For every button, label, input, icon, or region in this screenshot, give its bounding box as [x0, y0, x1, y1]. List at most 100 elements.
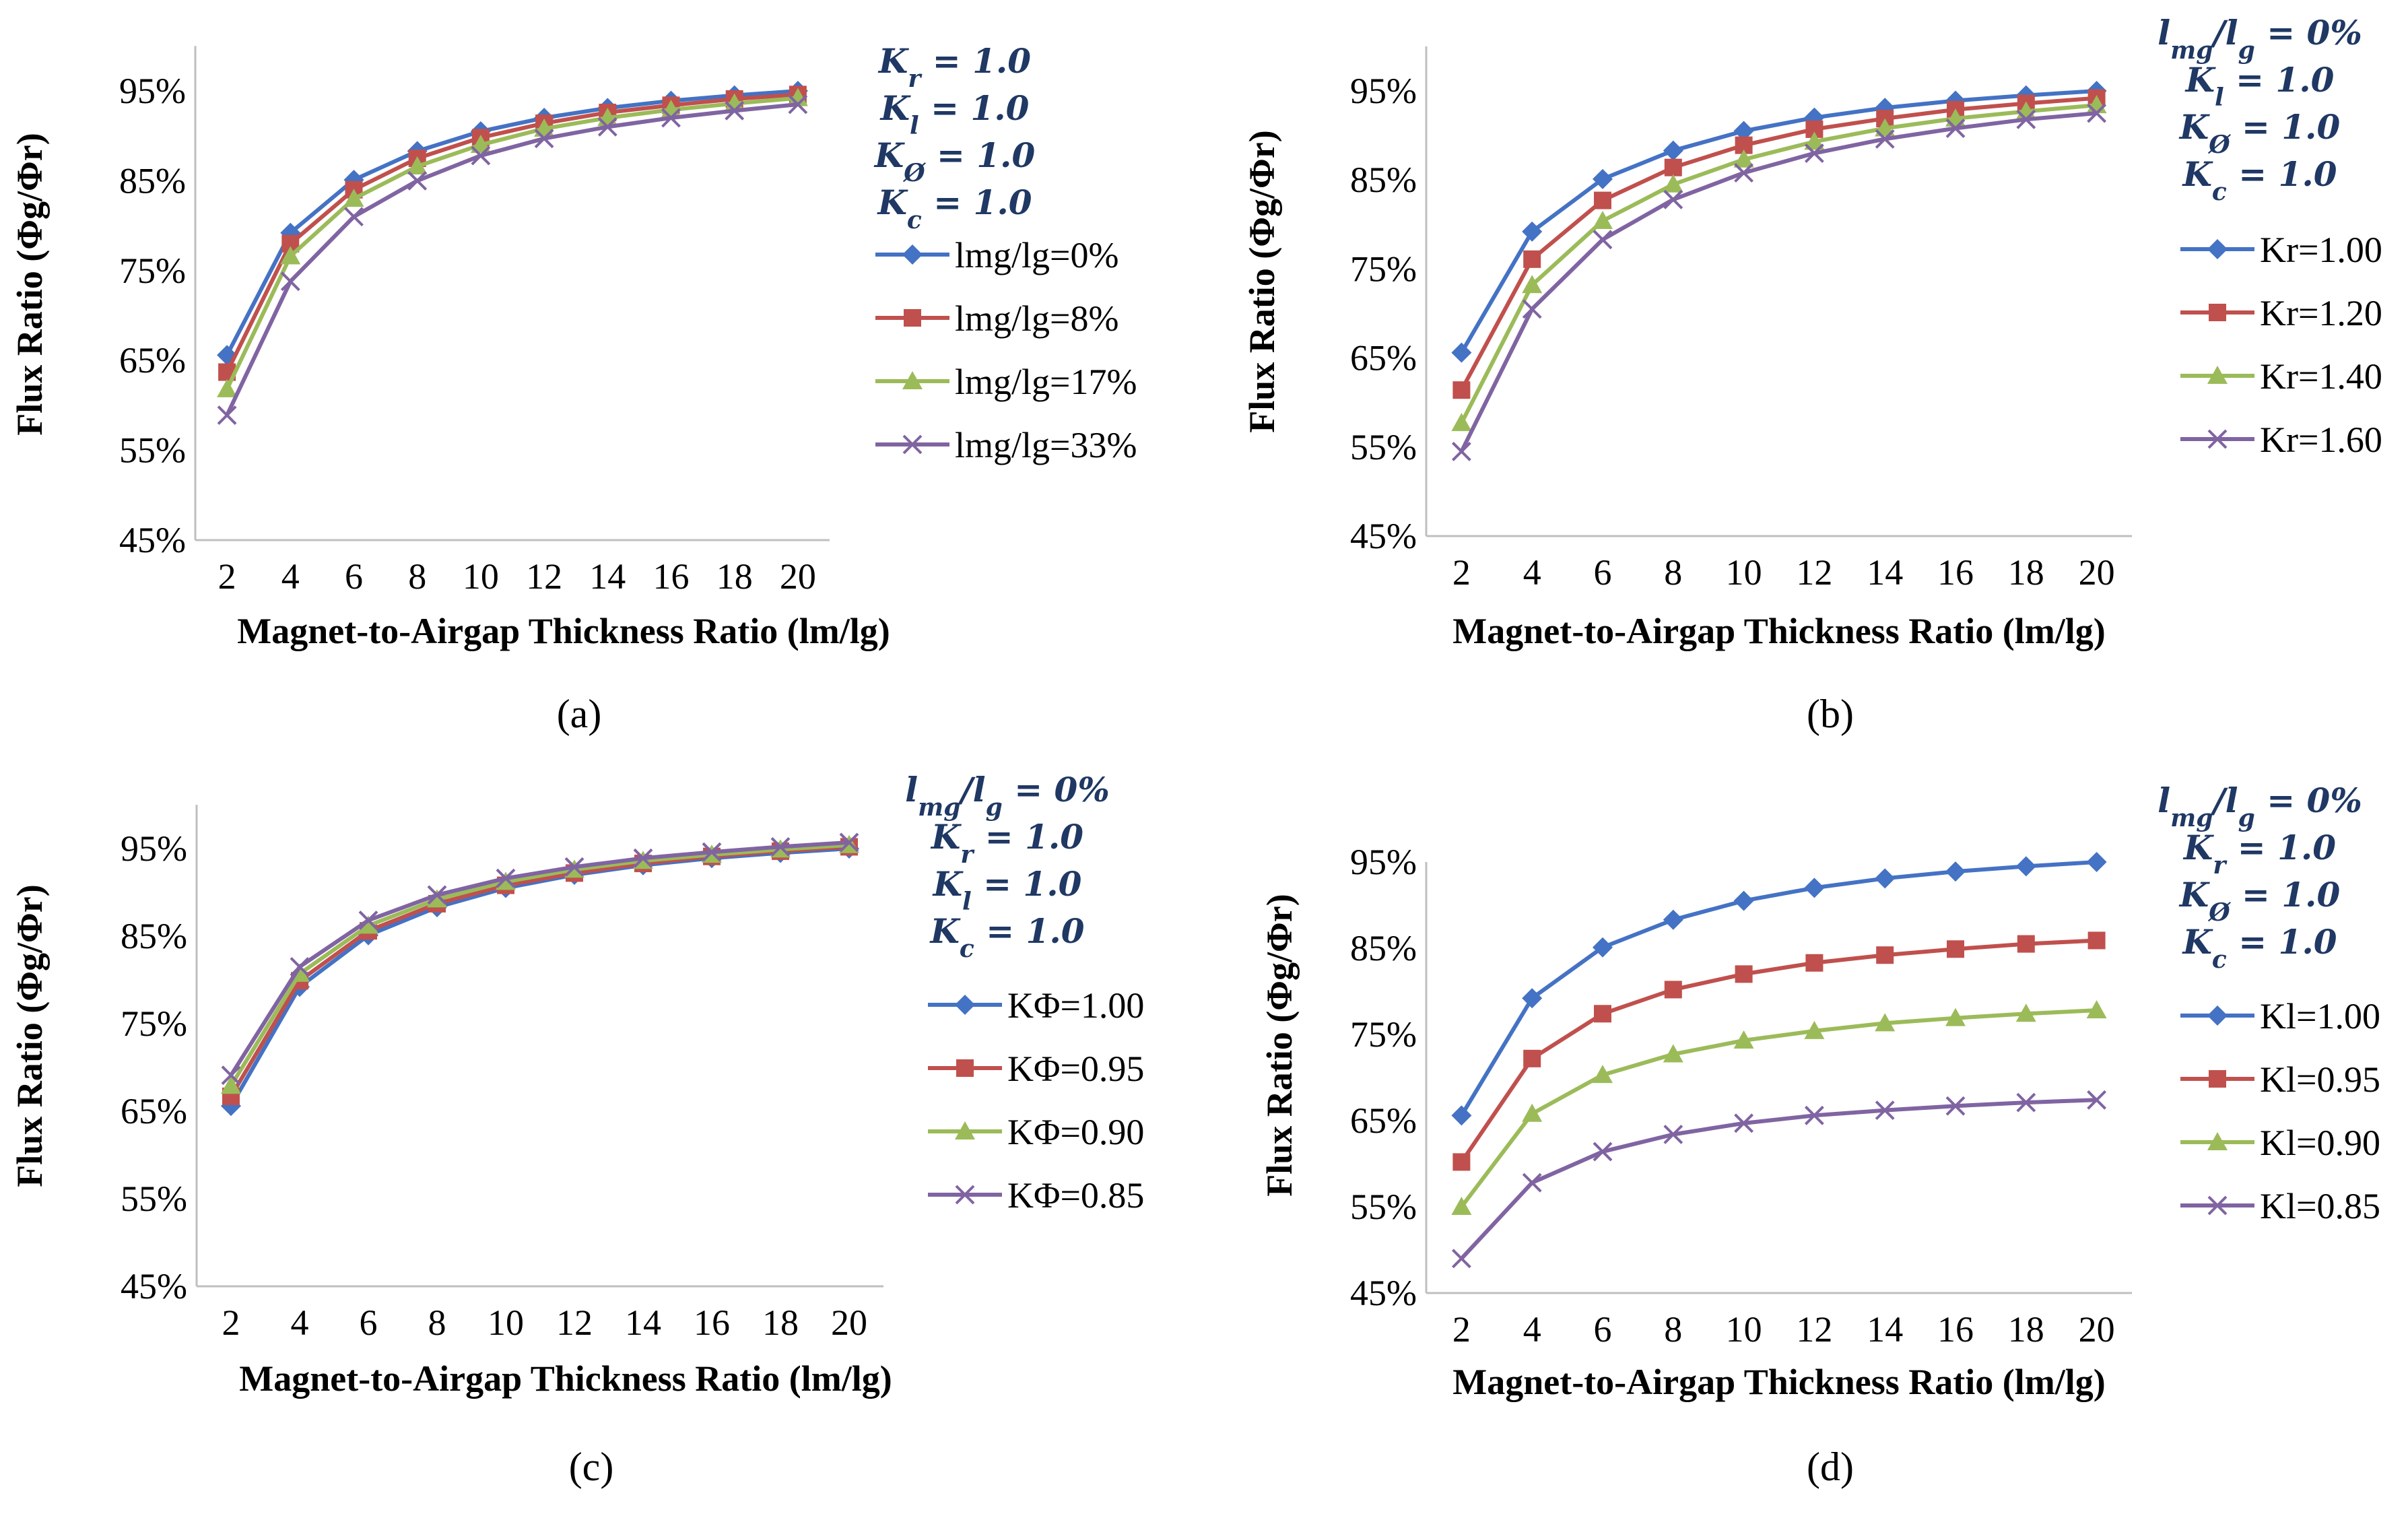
- x-tick-label: 18: [716, 556, 753, 597]
- series-line-1: [1459, 89, 2097, 354]
- legend-marker: [955, 1185, 975, 1205]
- data-point: [787, 88, 808, 106]
- data-point: [1663, 174, 1683, 193]
- x-tick-label: 14: [589, 556, 626, 597]
- data-point: [1451, 413, 1472, 432]
- legend-label: Kr=1.00: [2260, 230, 2382, 270]
- y-tick-label: 55%: [121, 1179, 187, 1219]
- data-point: [1593, 211, 1613, 230]
- data-point: [1594, 1005, 1611, 1023]
- data-point: [1594, 191, 1611, 209]
- parameter-label: KØ = 1.0: [2178, 107, 2341, 159]
- legend-label: lmg/lg=8%: [955, 298, 1118, 339]
- parameter-label: Kl = 1.0: [2184, 60, 2335, 112]
- data-point: [280, 246, 301, 265]
- x-tick-label: 10: [463, 556, 499, 597]
- x-tick-label: 18: [2008, 1309, 2044, 1350]
- data-point: [1875, 1013, 1896, 1032]
- y-tick-label: 75%: [1350, 1014, 1417, 1055]
- parameter-label: Kr = 1.0: [877, 41, 1031, 93]
- y-tick-label: 95%: [121, 828, 187, 869]
- y-tick-label: 55%: [1350, 1187, 1417, 1227]
- x-tick-label: 14: [1867, 1309, 1903, 1350]
- data-point: [1522, 1172, 1542, 1193]
- y-axis-title: Flux Ratio (Φg/Φr): [9, 133, 50, 435]
- x-tick-label: 6: [345, 556, 363, 597]
- legend-marker: [956, 1059, 974, 1077]
- legend-item: Kl=0.85: [2180, 1186, 2380, 1226]
- y-tick-label: 75%: [121, 1003, 187, 1044]
- data-point: [1522, 1103, 1543, 1122]
- x-tick-label: 16: [1937, 552, 1974, 593]
- data-point: [1663, 189, 1683, 209]
- legend-item: Kl=0.95: [2180, 1059, 2380, 1100]
- x-axis-title: Magnet-to-Airgap Thickness Ratio (lm/lg): [1452, 611, 2105, 651]
- x-tick-label: 10: [1726, 552, 1762, 593]
- data-point: [1733, 149, 1754, 168]
- x-tick-label: 12: [1796, 1309, 1832, 1350]
- x-tick-label: 18: [2008, 552, 2044, 593]
- data-point: [1593, 230, 1613, 250]
- data-point: [1876, 946, 1894, 964]
- data-point: [1522, 988, 1543, 1009]
- legend-marker: [2207, 1005, 2228, 1026]
- legend-label: Kl=0.90: [2260, 1123, 2380, 1163]
- chart-panel-b: 45% 55% 65% 75% 85% 95% 2 4 6 8 10 12 14 16 18 20 Magnet…: [1242, 13, 2382, 736]
- legend-item: lmg/lg=0%: [875, 235, 1118, 275]
- data-point: [1804, 131, 1825, 150]
- data-point: [1451, 1249, 1471, 1269]
- series-line-4: [1459, 111, 2097, 453]
- chart-panel-c: 45% 55% 65% 75% 85% 95% 2 4 6 8 10 12 14 16 18 20 Magnet…: [9, 770, 1144, 1489]
- data-point: [1523, 250, 1541, 268]
- data-point: [1734, 1113, 1754, 1133]
- y-tick-label: 65%: [1350, 338, 1417, 378]
- x-tick-label: 2: [1452, 1309, 1471, 1350]
- parameter-label: Kc = 1.0: [876, 183, 1032, 234]
- parameter-label: Kc = 1.0: [2181, 922, 2337, 974]
- legend-label: KΦ=0.90: [1007, 1112, 1144, 1152]
- legend-item: lmg/lg=33%: [875, 425, 1137, 465]
- y-tick-label: 95%: [119, 71, 186, 111]
- parameter-label: lmg/lg = 0%: [2158, 13, 2362, 65]
- y-tick-label: 65%: [119, 340, 186, 380]
- data-point: [1733, 890, 1754, 911]
- data-point: [1663, 1125, 1683, 1144]
- x-tick-label: 12: [1796, 552, 1832, 593]
- data-point: [1733, 121, 1754, 141]
- y-tick-label: 45%: [121, 1266, 187, 1306]
- legend-item: Kl=0.90: [2180, 1123, 2380, 1163]
- y-tick-label: 45%: [1350, 516, 1417, 556]
- data-point: [1451, 342, 1472, 363]
- data-point: [217, 378, 238, 397]
- data-point: [344, 207, 364, 227]
- data-point: [2015, 856, 2036, 877]
- legend-item: KΦ=0.95: [928, 1049, 1144, 1089]
- legend-marker: [2207, 239, 2228, 259]
- parameter-label: Kl = 1.0: [932, 864, 1082, 916]
- parameter-label: KØ = 1.0: [2178, 875, 2341, 927]
- data-point: [2086, 1000, 2107, 1019]
- data-point: [217, 405, 237, 425]
- chart-panel-a: 45% 55% 65% 75% 85% 95% 2 4 6 8 10 12 14 16 18 20 Magnet…: [9, 41, 1137, 736]
- data-point: [1734, 163, 1754, 183]
- data-point: [1804, 143, 1824, 163]
- data-point: [2087, 103, 2107, 123]
- parameter-label: Kr = 1.0: [930, 817, 1083, 869]
- data-point: [407, 156, 428, 175]
- series-line-3: [1459, 103, 2097, 424]
- data-point: [407, 170, 428, 191]
- y-tick-label: 65%: [1350, 1100, 1417, 1141]
- series-line-3: [1460, 1008, 2097, 1208]
- parameter-label: lmg/lg = 0%: [2158, 781, 2362, 832]
- legend-marker: [902, 434, 923, 455]
- data-point: [1664, 158, 1682, 176]
- legend-marker: [2209, 1070, 2226, 1088]
- legend-item: KΦ=0.85: [928, 1175, 1144, 1216]
- x-tick-label: 4: [1523, 552, 1541, 593]
- y-tick-label: 85%: [1350, 928, 1417, 968]
- data-point: [1804, 1020, 1825, 1039]
- y-tick-label: 55%: [1350, 427, 1417, 467]
- legend-marker: [2209, 304, 2226, 321]
- y-tick-label: 95%: [1350, 71, 1417, 111]
- data-point: [1875, 1100, 1895, 1121]
